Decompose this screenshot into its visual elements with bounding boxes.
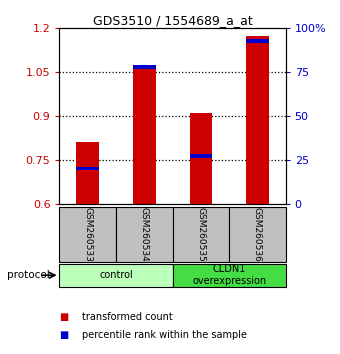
- Text: transformed count: transformed count: [82, 312, 172, 322]
- Bar: [173, 207, 229, 262]
- Bar: [229, 207, 286, 262]
- Text: ■: ■: [59, 312, 69, 322]
- Title: GDS3510 / 1554689_a_at: GDS3510 / 1554689_a_at: [93, 14, 252, 27]
- Bar: [59, 207, 116, 262]
- Bar: [246, 36, 269, 204]
- Text: GSM260536: GSM260536: [253, 207, 262, 262]
- Text: ■: ■: [59, 330, 69, 339]
- Bar: [76, 142, 99, 204]
- Bar: [189, 113, 212, 204]
- Text: percentile rank within the sample: percentile rank within the sample: [82, 330, 246, 339]
- Text: GSM260533: GSM260533: [83, 207, 92, 262]
- Text: GSM260535: GSM260535: [196, 207, 205, 262]
- Bar: [246, 39, 269, 42]
- Bar: [133, 65, 156, 69]
- Bar: [189, 154, 212, 158]
- Bar: [76, 167, 99, 170]
- Bar: [116, 207, 173, 262]
- Text: control: control: [99, 270, 133, 280]
- Text: CLDN1
overexpression: CLDN1 overexpression: [192, 264, 266, 286]
- Bar: [59, 264, 173, 287]
- Text: GSM260534: GSM260534: [140, 207, 149, 262]
- Text: protocol: protocol: [7, 270, 50, 280]
- Bar: [173, 264, 286, 287]
- Bar: [133, 66, 156, 204]
